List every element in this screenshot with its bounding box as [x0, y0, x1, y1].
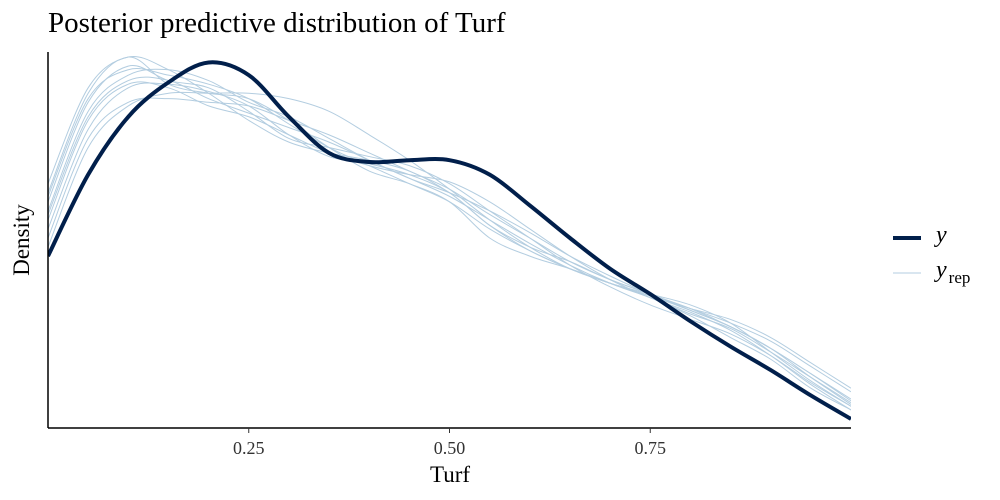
legend: y y rep [893, 222, 970, 287]
x-tick-label: 0.50 [434, 438, 466, 458]
series-line-yrep-2 [48, 68, 851, 404]
plot-area [48, 55, 851, 421]
x-ticks: 0.25 0.50 0.75 [233, 428, 666, 458]
yrep-series-group [48, 55, 851, 411]
chart-title: Posterior predictive distribution of Tur… [48, 7, 506, 39]
series-line-yrep-7 [48, 55, 851, 405]
series-line-yrep-4 [48, 65, 851, 407]
x-tick-label: 0.25 [233, 438, 265, 458]
x-tick-label: 0.75 [635, 438, 667, 458]
series-line-yrep-3 [48, 82, 851, 400]
legend-label-yrep: y rep [934, 257, 970, 287]
series-line-yrep-1 [48, 56, 851, 411]
series-line-yrep-6 [48, 81, 851, 411]
x-axis-label: Turf [430, 462, 470, 487]
series-line-yrep-8 [48, 91, 851, 389]
y-axis-label: Density [9, 204, 34, 276]
series-line-yrep-10 [48, 76, 851, 402]
legend-label-y: y [934, 222, 947, 248]
y-series-group [48, 60, 851, 421]
series-line-y [48, 60, 851, 421]
series-line-yrep-9 [48, 68, 851, 407]
